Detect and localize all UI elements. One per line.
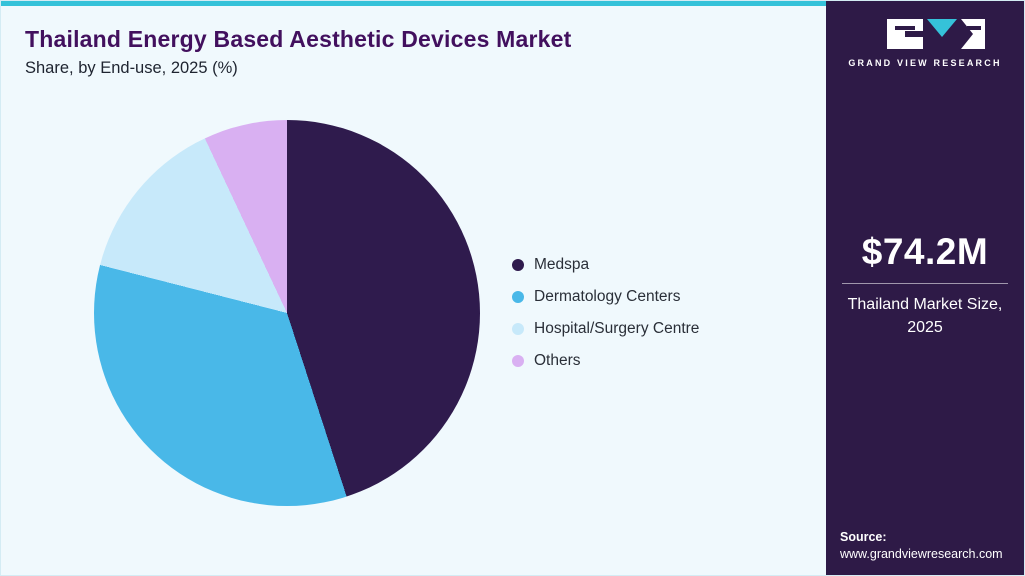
legend-dot-dermatology-centers	[512, 291, 524, 303]
grand-view-research-logo-icon	[887, 19, 985, 49]
legend-item-dermatology-centers: Dermatology Centers	[512, 288, 699, 306]
chart-subtitle: Share, by End-use, 2025 (%)	[25, 59, 238, 77]
brand-name: GRAND VIEW RESEARCH	[848, 58, 1002, 68]
market-size-label-line1: Thailand Market Size,	[847, 296, 1003, 314]
legend-label-others: Others	[534, 352, 581, 369]
chart-title: Thailand Energy Based Aesthetic Devices …	[25, 26, 572, 52]
legend-item-others: Others	[512, 352, 699, 370]
market-size-label: Thailand Market Size, 2025	[840, 294, 1010, 339]
divider	[842, 283, 1008, 285]
market-size-label-line2: 2025	[907, 318, 943, 336]
legend-label-medspa: Medspa	[534, 256, 590, 273]
source-block: Source: www.grandviewresearch.com	[840, 530, 1010, 561]
brand-block: GRAND VIEW RESEARCH	[848, 17, 1001, 68]
legend-item-medspa: Medspa	[512, 256, 699, 274]
source-label: Source:	[840, 530, 887, 544]
legend-label-dermatology-centers: Dermatology Centers	[534, 288, 681, 305]
legend-dot-medspa	[512, 259, 524, 271]
chart-header: Thailand Energy Based Aesthetic Devices …	[1, 6, 826, 78]
legend-item-hospital-surgery-centre: Hospital/Surgery Centre	[512, 320, 699, 338]
chart-area: Medspa Dermatology Centers Hospital/Surg…	[1, 120, 826, 506]
pie-chart	[94, 120, 480, 506]
legend-label-hospital-surgery-centre: Hospital/Surgery Centre	[534, 320, 700, 337]
brand-sidebar: GRAND VIEW RESEARCH $74.2M Thailand Mark…	[826, 1, 1024, 575]
legend: Medspa Dermatology Centers Hospital/Surg…	[512, 256, 699, 370]
market-size-value: $74.2M	[861, 231, 989, 273]
market-size-block: $74.2M Thailand Market Size, 2025	[840, 231, 1010, 339]
legend-dot-others	[512, 355, 524, 367]
source-url: www.grandviewresearch.com	[840, 547, 1003, 561]
chart-panel: Thailand Energy Based Aesthetic Devices …	[1, 1, 826, 575]
legend-dot-hospital-surgery-centre	[512, 323, 524, 335]
